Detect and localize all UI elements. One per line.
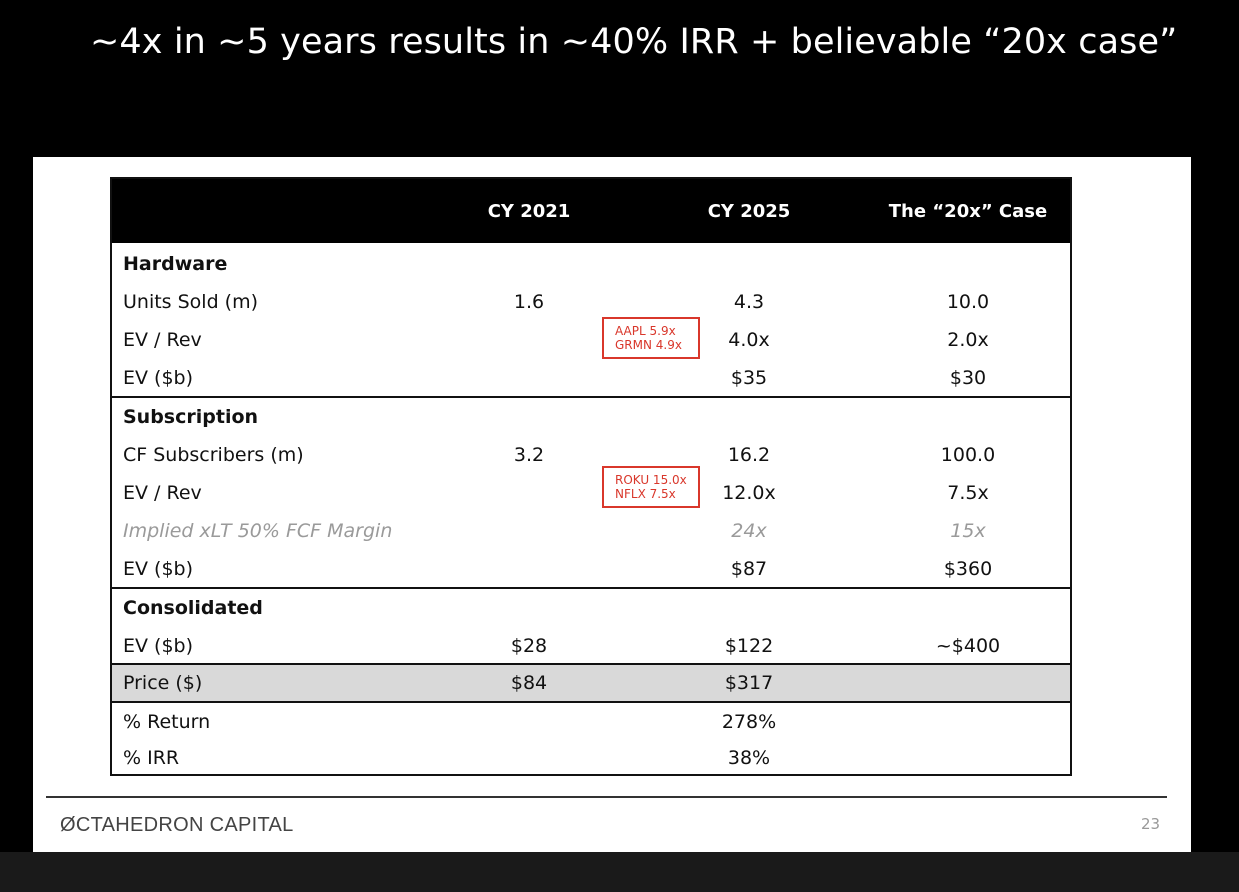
callout-line: AAPL 5.9x bbox=[615, 324, 676, 338]
cell: 4.0x bbox=[728, 329, 770, 351]
section-subscription: Subscription bbox=[112, 398, 1070, 436]
divider bbox=[112, 587, 1070, 589]
cell: ~$400 bbox=[935, 635, 1001, 657]
footer-divider bbox=[46, 796, 1167, 798]
row-label: EV ($b) bbox=[123, 635, 194, 657]
subscription-comps-callout: ROKU 15.0x NFLX 7.5x bbox=[602, 466, 700, 508]
table-row: EV ($b) $35 $30 bbox=[112, 359, 1070, 397]
table-row: % IRR 38% bbox=[112, 739, 1070, 777]
price-row: Price ($) $84 $317 bbox=[112, 665, 1070, 701]
col-cy2025: CY 2025 bbox=[707, 201, 791, 222]
row-label: CF Subscribers (m) bbox=[123, 444, 304, 466]
row-label: Units Sold (m) bbox=[123, 291, 259, 313]
row-label: EV ($b) bbox=[123, 367, 194, 389]
cell: $28 bbox=[510, 635, 548, 657]
company-logo: ØCTAHEDRON CAPITAL bbox=[60, 814, 294, 836]
cell: 278% bbox=[721, 711, 777, 733]
table-row: Units Sold (m) 1.6 4.3 10.0 bbox=[112, 283, 1070, 321]
hardware-comps-callout: AAPL 5.9x GRMN 4.9x bbox=[602, 317, 700, 359]
cell: 2.0x bbox=[947, 329, 989, 351]
row-label: Price ($) bbox=[123, 672, 203, 694]
slide-body: CY 2021 CY 2025 The “20x” Case Hardware … bbox=[33, 157, 1191, 852]
bottom-bar bbox=[0, 852, 1239, 892]
cell: 1.6 bbox=[513, 291, 545, 313]
cell: 15x bbox=[950, 520, 986, 542]
cell: 3.2 bbox=[513, 444, 545, 466]
cell: 4.3 bbox=[733, 291, 765, 313]
cell: 16.2 bbox=[727, 444, 771, 466]
callout-line: GRMN 4.9x bbox=[615, 338, 682, 352]
cell: $317 bbox=[724, 672, 774, 694]
callout-line: NFLX 7.5x bbox=[615, 487, 676, 501]
section-hardware: Hardware bbox=[112, 245, 1070, 283]
table-row: CF Subscribers (m) 3.2 16.2 100.0 bbox=[112, 436, 1070, 474]
table-row: EV ($b) $28 $122 ~$400 bbox=[112, 627, 1070, 665]
section-label: Hardware bbox=[123, 253, 228, 275]
table-row: EV / Rev 12.0x 7.5x bbox=[112, 474, 1070, 512]
cell: 100.0 bbox=[940, 444, 996, 466]
row-label: % IRR bbox=[123, 747, 180, 769]
row-label: % Return bbox=[123, 711, 211, 733]
divider bbox=[112, 396, 1070, 398]
table-header: CY 2021 CY 2025 The “20x” Case bbox=[112, 179, 1070, 243]
section-label: Consolidated bbox=[123, 597, 263, 619]
cell: 12.0x bbox=[722, 482, 776, 504]
table-row: % Return 278% bbox=[112, 703, 1070, 741]
slide-title: ~4x in ~5 years results in ~40% IRR + be… bbox=[90, 22, 1178, 62]
table-row: EV ($b) $87 $360 bbox=[112, 550, 1070, 588]
cell: 7.5x bbox=[947, 482, 989, 504]
divider bbox=[112, 663, 1070, 665]
cell: $84 bbox=[510, 672, 548, 694]
valuation-table: CY 2021 CY 2025 The “20x” Case Hardware … bbox=[110, 177, 1072, 776]
callout-line: ROKU 15.0x bbox=[615, 473, 687, 487]
cell: $360 bbox=[943, 558, 993, 580]
row-label: Implied xLT 50% FCF Margin bbox=[123, 520, 393, 542]
cell: 10.0 bbox=[946, 291, 990, 313]
divider bbox=[112, 701, 1070, 703]
cell: 24x bbox=[731, 520, 767, 542]
cell: $87 bbox=[730, 558, 768, 580]
table-row: EV / Rev 4.0x 2.0x bbox=[112, 321, 1070, 359]
table-row: Implied xLT 50% FCF Margin 24x 15x bbox=[112, 512, 1070, 550]
cell: $30 bbox=[949, 367, 987, 389]
cell: 38% bbox=[727, 747, 771, 769]
row-label: EV / Rev bbox=[123, 329, 202, 351]
section-consolidated: Consolidated bbox=[112, 589, 1070, 627]
cell: $122 bbox=[724, 635, 774, 657]
section-label: Subscription bbox=[123, 406, 259, 428]
cell: $35 bbox=[730, 367, 768, 389]
page-number: 23 bbox=[1141, 815, 1161, 833]
col-cy2021: CY 2021 bbox=[487, 201, 571, 222]
row-label: EV / Rev bbox=[123, 482, 202, 504]
row-label: EV ($b) bbox=[123, 558, 194, 580]
col-20x-case: The “20x” Case bbox=[888, 201, 1048, 222]
